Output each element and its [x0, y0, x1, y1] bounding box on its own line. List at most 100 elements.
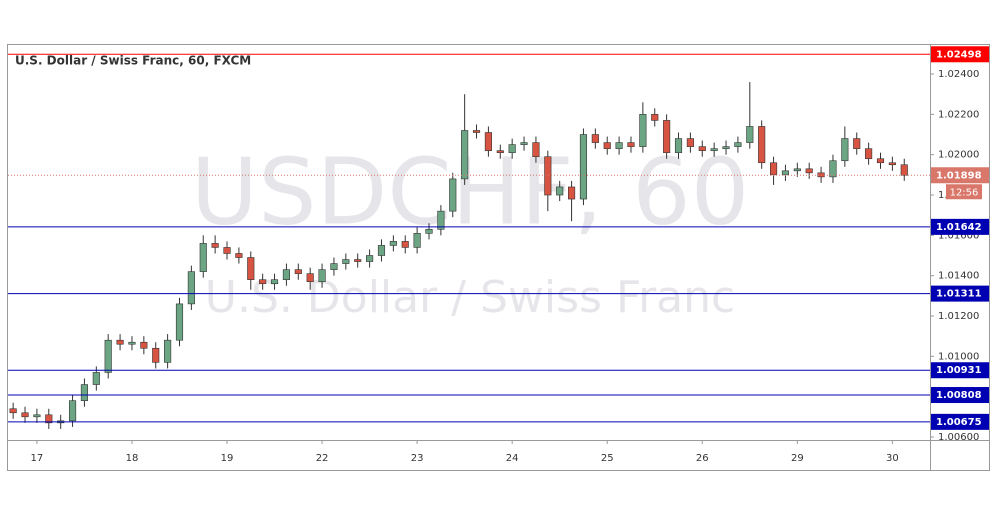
candle-body	[888, 162, 896, 166]
candle-body	[437, 210, 445, 230]
candle-body	[853, 138, 861, 149]
candle-body	[389, 241, 397, 246]
y-tick-label: 1.01000	[938, 351, 979, 362]
level-label-box	[931, 362, 989, 379]
candle-body	[80, 384, 89, 401]
x-tick-label: 29	[791, 453, 804, 464]
y-tick-label: 1.01200	[938, 311, 979, 322]
level-label-box	[931, 218, 989, 235]
candle-body	[330, 263, 338, 270]
watermark-subtitle: U.S. Dollar / Swiss Franc	[205, 272, 735, 323]
candle-body	[247, 257, 255, 281]
candle-body	[734, 142, 742, 147]
candle-body	[651, 114, 659, 121]
candle-body	[413, 233, 421, 248]
candle-body	[805, 168, 813, 174]
candle-body	[556, 186, 564, 196]
candle-body	[152, 347, 160, 363]
chart-title: U.S. Dollar / Swiss Franc, 60, FXCM	[15, 54, 251, 68]
candle-body	[722, 146, 730, 149]
y-tick-label: 1.01600	[938, 230, 979, 241]
level-label-box	[931, 413, 989, 430]
candle-body	[663, 120, 671, 153]
candle-body	[568, 186, 576, 200]
candle-body	[615, 142, 623, 149]
candle-body	[366, 255, 374, 262]
level-label: 1.00931	[936, 365, 982, 376]
y-tick-label: 1.02000	[938, 150, 979, 161]
y-tick-label: 1.02400	[938, 69, 979, 80]
x-tick-label: 17	[31, 453, 44, 464]
candle-body	[282, 269, 290, 281]
candle-body	[579, 134, 588, 200]
candle-body	[211, 243, 219, 248]
candle-body	[496, 150, 504, 153]
candle-body	[686, 138, 694, 147]
candle-body	[92, 372, 100, 385]
candle-body	[187, 271, 195, 305]
candle-body	[235, 253, 243, 258]
candle-body	[294, 269, 302, 274]
candle-body	[698, 146, 706, 151]
level-label: 1.01642	[936, 222, 982, 233]
candle-body	[674, 138, 683, 153]
x-tick-label: 26	[696, 453, 709, 464]
last-price-label: 1.01898	[936, 170, 982, 181]
watermark: USDCHF, 60	[191, 138, 749, 245]
candle-body	[841, 138, 849, 162]
level-label-box	[931, 46, 989, 63]
candle-body	[318, 269, 326, 283]
x-tick-label: 23	[411, 453, 424, 464]
level-label: 1.00675	[936, 417, 982, 428]
y-tick-label: 1.00600	[938, 432, 979, 443]
candle-body	[45, 414, 53, 424]
candle-body	[710, 148, 718, 151]
candle-body	[104, 339, 112, 373]
candle-body	[354, 259, 362, 262]
x-tick-label: 22	[316, 453, 329, 464]
candle-body	[769, 162, 778, 176]
candle-body	[425, 228, 433, 234]
candle-body	[68, 400, 77, 422]
candle-body	[758, 126, 766, 164]
candle-body	[508, 144, 516, 153]
x-tick-label: 30	[886, 453, 899, 464]
candle-body	[175, 303, 184, 341]
candle-body	[627, 142, 635, 147]
candle-body	[259, 279, 267, 285]
x-tick-label: 18	[126, 453, 139, 464]
level-label: 1.01311	[936, 289, 982, 300]
candle-body	[591, 134, 599, 143]
candle-body	[461, 130, 469, 180]
candle-body	[900, 164, 908, 176]
candle-body	[449, 178, 457, 212]
candle-body	[306, 273, 314, 283]
y-tick-label: 1.02200	[938, 109, 979, 120]
chart-frame	[7, 44, 990, 471]
x-tick-label: 24	[506, 453, 519, 464]
level-label-box	[931, 285, 989, 302]
countdown-label: 12:56	[950, 187, 979, 198]
candle-body	[484, 132, 492, 151]
candle-body	[532, 142, 540, 158]
candle-body	[520, 142, 528, 145]
candle-body	[128, 341, 136, 345]
candle-body	[603, 142, 611, 149]
candle-body	[876, 158, 885, 164]
candle-body	[746, 126, 754, 143]
candle-body	[116, 339, 124, 345]
candle-body	[781, 170, 790, 176]
y-tick-label: 1.01400	[938, 271, 979, 282]
candle-body	[377, 245, 386, 256]
candle-body	[140, 341, 148, 349]
candle-body	[472, 130, 481, 133]
candle-body	[793, 168, 801, 172]
countdown-box	[946, 184, 982, 200]
candle-body	[342, 259, 350, 264]
last-price-box	[931, 167, 989, 184]
candle-body	[164, 339, 172, 363]
x-tick-label: 25	[601, 453, 614, 464]
candle-body	[639, 114, 647, 147]
candle-body	[865, 148, 873, 160]
